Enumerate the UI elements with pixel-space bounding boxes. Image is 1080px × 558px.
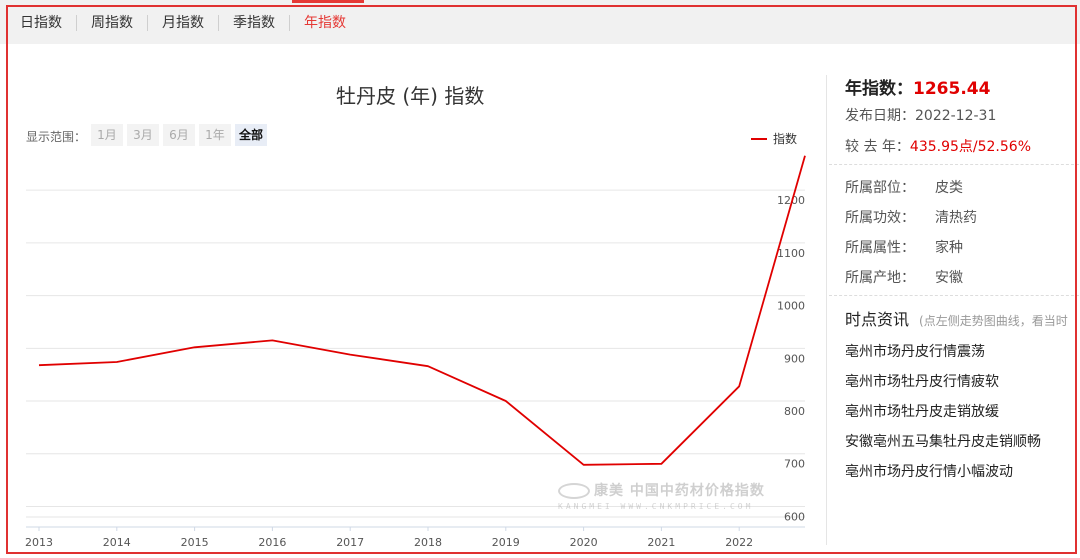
tab-yearly-index[interactable]: 年指数 (304, 15, 346, 31)
y-tick-label: 900 (784, 352, 805, 365)
news-item[interactable]: 亳州市场牡丹皮走销放缓 (845, 404, 999, 420)
news-title: 时点资讯 (845, 310, 910, 329)
news-list: 亳州市场丹皮行情震荡 亳州市场牡丹皮行情疲软 亳州市场牡丹皮走销放缓 安徽亳州五… (845, 342, 1041, 492)
y-tick-label: 1000 (777, 300, 805, 313)
chart-legend[interactable]: 指数 (751, 130, 797, 147)
range-button-1y[interactable]: 1年 (199, 124, 231, 146)
x-tick-label: 2016 (258, 536, 286, 549)
attribute-value: 安徽 (935, 270, 963, 286)
attribute-efficacy: 所属功效： 清热药 (845, 207, 977, 227)
index-line-chart[interactable]: 600 700 800 900 1000 1100 1200 2013 2014 2015 2016… (0, 150, 826, 555)
x-tick-label: 2021 (647, 536, 675, 549)
news-item[interactable]: 安徽亳州五马集牡丹皮走销顺畅 (845, 434, 1041, 450)
publish-date-value: 2022-12-31 (915, 108, 997, 124)
year-change-label: 较 去 年： (845, 139, 910, 155)
tab-divider (76, 15, 77, 31)
series-line (38, 155, 806, 466)
attribute-part: 所属部位： 皮类 (845, 177, 963, 197)
tab-divider (289, 15, 290, 31)
tab-divider (218, 15, 219, 31)
attribute-value: 家种 (935, 240, 963, 256)
active-tab-indicator (292, 0, 364, 3)
range-button-all[interactable]: 全部 (235, 124, 267, 146)
divider (829, 295, 1079, 296)
tab-bar: 日指数 周指数 月指数 季指数 年指数 (0, 0, 1080, 44)
range-selector: 1月 3月 6月 1年 全部 (91, 124, 271, 146)
chart-title: 牡丹皮 (年) 指数 (336, 84, 485, 108)
publish-date-label: 发布日期： (845, 108, 915, 124)
x-tick-label: 2020 (570, 536, 598, 549)
y-tick-label: 1100 (777, 247, 805, 260)
range-button-6m[interactable]: 6月 (163, 124, 195, 146)
x-tick-label: 2014 (103, 536, 131, 549)
news-hint: (点左侧走势图曲线，看当时 (919, 314, 1068, 328)
publish-date: 发布日期：2022-12-31 (845, 105, 996, 125)
x-tick-label: 2017 (336, 536, 364, 549)
index-label: 年指数： (845, 79, 913, 99)
x-tick-label: 2018 (414, 536, 442, 549)
kangmei-logo-icon (558, 483, 590, 499)
x-tick-label: 2022 (725, 536, 753, 549)
attribute-property: 所属属性： 家种 (845, 237, 963, 257)
news-item[interactable]: 亳州市场丹皮行情震荡 (845, 344, 985, 360)
x-tick-label: 2019 (492, 536, 520, 549)
attribute-label: 所属部位： (845, 180, 915, 196)
legend-swatch (751, 137, 767, 140)
y-tick-label: 700 (784, 458, 805, 471)
range-label: 显示范围： (26, 130, 87, 144)
year-change-value: 435.95点/52.56% (909, 139, 1031, 155)
x-tick-label: 2015 (181, 536, 209, 549)
range-button-3m[interactable]: 3月 (127, 124, 159, 146)
range-button-1m[interactable]: 1月 (91, 124, 123, 146)
tab-daily-index[interactable]: 日指数 (20, 15, 62, 31)
index-summary: 年指数：1265.44 (845, 74, 990, 99)
news-item[interactable]: 亳州市场牡丹皮行情疲软 (845, 374, 999, 390)
tab-weekly-index[interactable]: 周指数 (91, 15, 133, 31)
tab-divider (147, 15, 148, 31)
attribute-origin: 所属产地： 安徽 (845, 267, 963, 287)
divider (829, 164, 1079, 165)
attribute-label: 所属属性： (845, 240, 915, 256)
sidebar-divider (826, 75, 827, 545)
tab-quarterly-index[interactable]: 季指数 (233, 15, 275, 31)
watermark-url: KANGMEI WWW.CNKMPRICE.COM (558, 502, 754, 511)
tab-monthly-index[interactable]: 月指数 (162, 15, 204, 31)
y-tick-label: 1200 (777, 194, 805, 207)
legend-label: 指数 (773, 132, 798, 146)
attribute-label: 所属产地： (845, 270, 915, 286)
attribute-value: 皮类 (935, 180, 963, 196)
y-tick-label: 800 (784, 405, 805, 418)
attribute-label: 所属功效： (845, 210, 915, 226)
y-tick-label: 600 (784, 510, 805, 523)
attribute-value: 清热药 (935, 210, 977, 226)
news-header: 时点资讯 (点左侧走势图曲线，看当时 (845, 306, 1068, 330)
watermark: 康美 中国中药材价格指数 KANGMEI WWW.CNKMPRICE.COM (558, 480, 765, 511)
news-item[interactable]: 亳州市场丹皮行情小幅波动 (845, 464, 1013, 480)
index-value: 1265.44 (913, 79, 991, 99)
watermark-text: 康美 中国中药材价格指数 (594, 483, 765, 499)
year-change: 较 去 年：435.95点/52.56% (845, 136, 1031, 156)
tab-list: 日指数 周指数 月指数 季指数 年指数 (6, 14, 360, 32)
x-tick-label: 2013 (25, 536, 53, 549)
